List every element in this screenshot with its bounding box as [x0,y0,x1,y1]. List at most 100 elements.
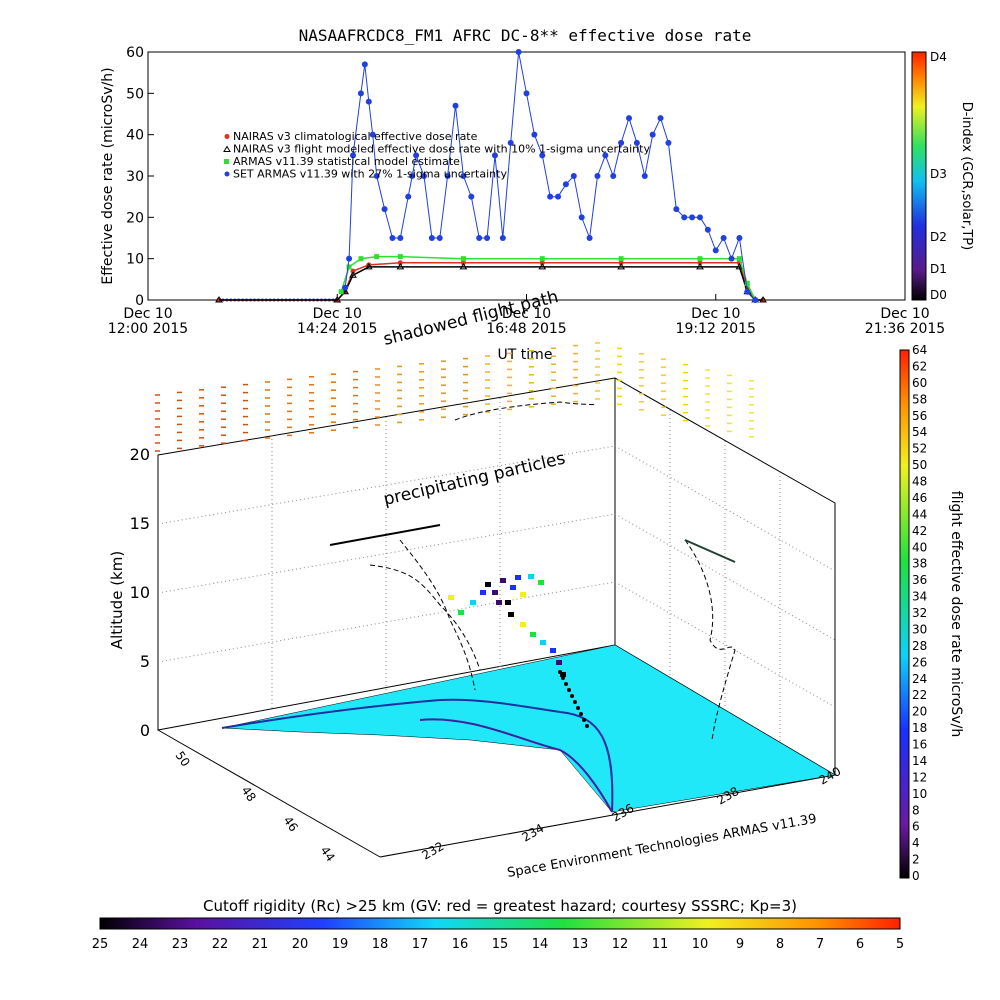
data-point [507,139,514,146]
data-point [346,264,352,270]
data-point [570,173,577,179]
rigidity-tick-label: 13 [572,937,589,952]
data-point [373,173,380,179]
track-point [515,575,521,580]
dose-colorbar-tick: 28 [912,639,927,653]
dose-colorbar-tick: 6 [912,820,920,834]
legend-entry: ARMAS v11.39 statistical model estimate [233,155,460,168]
dose-colorbar-tick: 18 [912,721,927,735]
data-point [539,260,545,266]
data-point [460,256,466,262]
shadow-flight-top [329,524,441,546]
x-tick-label-line1: Dec 10 [880,306,929,322]
dose-colorbar-tick: 42 [912,524,927,538]
data-point [602,152,609,159]
y-tick-label: 20 [126,210,144,226]
data-point [633,139,640,146]
track-point [538,580,544,585]
cutoff-rigidity-colorbar: Cutoff rigidity (Rc) >25 km (GV: red = g… [92,897,904,952]
data-point [491,152,498,159]
rigidity-tick-label: 21 [252,937,269,952]
data-point [364,262,373,270]
legend-entry: NAIRAS v3 climatological effective dose … [233,130,478,143]
d-index-ticks: D0 D1 D2 D3 D4 [930,50,947,302]
x-tick-label-line1: Dec 10 [502,306,551,322]
series-line [219,266,764,301]
track-point [480,590,486,595]
latitude-ticks: 44 46 48 50 [173,749,338,865]
data-point [413,152,420,159]
flight-3d-plot: shadowed flight path precipitating parti… [108,287,964,883]
y-tick-label: 60 [126,45,144,61]
track-point [540,640,546,645]
data-point [350,152,357,159]
data-point [381,206,388,213]
latitude-tick-label: 50 [173,749,193,770]
x-tick-label-line2: 12:00 2015 [108,321,188,337]
data-point [338,289,344,295]
y-axis-ticks: 0 10 20 30 40 50 60 [126,45,154,309]
d-index-label: D-index (GCR,solar,TP) [959,102,974,250]
data-point [618,260,624,266]
dose-colorbar-tick: 4 [912,836,920,850]
coastline [221,698,614,813]
dose-colorbar-tick: 54 [912,425,927,439]
data-point [215,296,223,303]
data-point [444,173,451,179]
x-tick-label-line2: 21:36 2015 [865,321,945,337]
descent-point [570,694,574,698]
dose-colorbar-tick: 40 [912,540,927,554]
data-point [350,268,356,274]
descent-point [582,718,586,722]
data-point [346,255,353,262]
data-point [342,284,349,291]
data-point [618,139,625,146]
dose-colorbar-tick: 36 [912,573,927,587]
dose-colorbar-tick: 58 [912,392,927,406]
altitude-ticks: 0 5 10 15 20 [130,445,150,740]
data-point [460,173,467,179]
altitude-tick-label: 15 [130,514,150,533]
track-point [550,648,556,653]
dose-colorbar-tick: 32 [912,606,927,620]
data-point [333,296,342,303]
data-point [752,297,759,303]
data-point [744,288,751,295]
legend-marker [224,171,230,177]
dose-colorbar-ticks: 0246810121416182022242628303234363840424… [912,343,927,883]
rigidity-tick-label: 25 [92,937,109,952]
dose-colorbar-tick: 38 [912,557,927,571]
data-point [665,139,672,146]
track-point [510,585,516,590]
descent-point [573,700,577,704]
rigidity-tick-label: 5 [896,937,904,952]
track-point [470,600,476,605]
dose-colorbar-tick: 62 [912,359,927,373]
x-tick-label-line1: Dec 10 [123,306,172,322]
data-point [728,255,735,262]
data-point [369,131,376,138]
dose-colorbar-tick: 50 [912,458,927,472]
longitude-tick-label: 234 [520,821,547,845]
rigidity-tick-label: 19 [332,937,349,952]
data-point [349,271,357,278]
track-point [500,578,506,583]
shadow-flight-right [684,539,736,563]
data-point [617,262,626,270]
track-point [458,610,464,615]
data-point [539,152,546,159]
data-point [405,193,412,200]
data-point [736,235,743,241]
d-index-tick: D1 [930,262,947,276]
dose-colorbar-tick: 2 [912,853,920,867]
data-point [397,260,403,266]
grid-lines [157,398,836,742]
track-point [508,612,514,617]
data-point [389,235,396,241]
altitude-tick-label: 20 [130,445,150,464]
altitude-tick-label: 5 [140,652,150,671]
d-index-tick: D4 [930,50,947,64]
annotation-software: Space Environment Technologies ARMAS v11… [506,812,818,881]
rigidity-tick-label: 14 [532,937,549,952]
